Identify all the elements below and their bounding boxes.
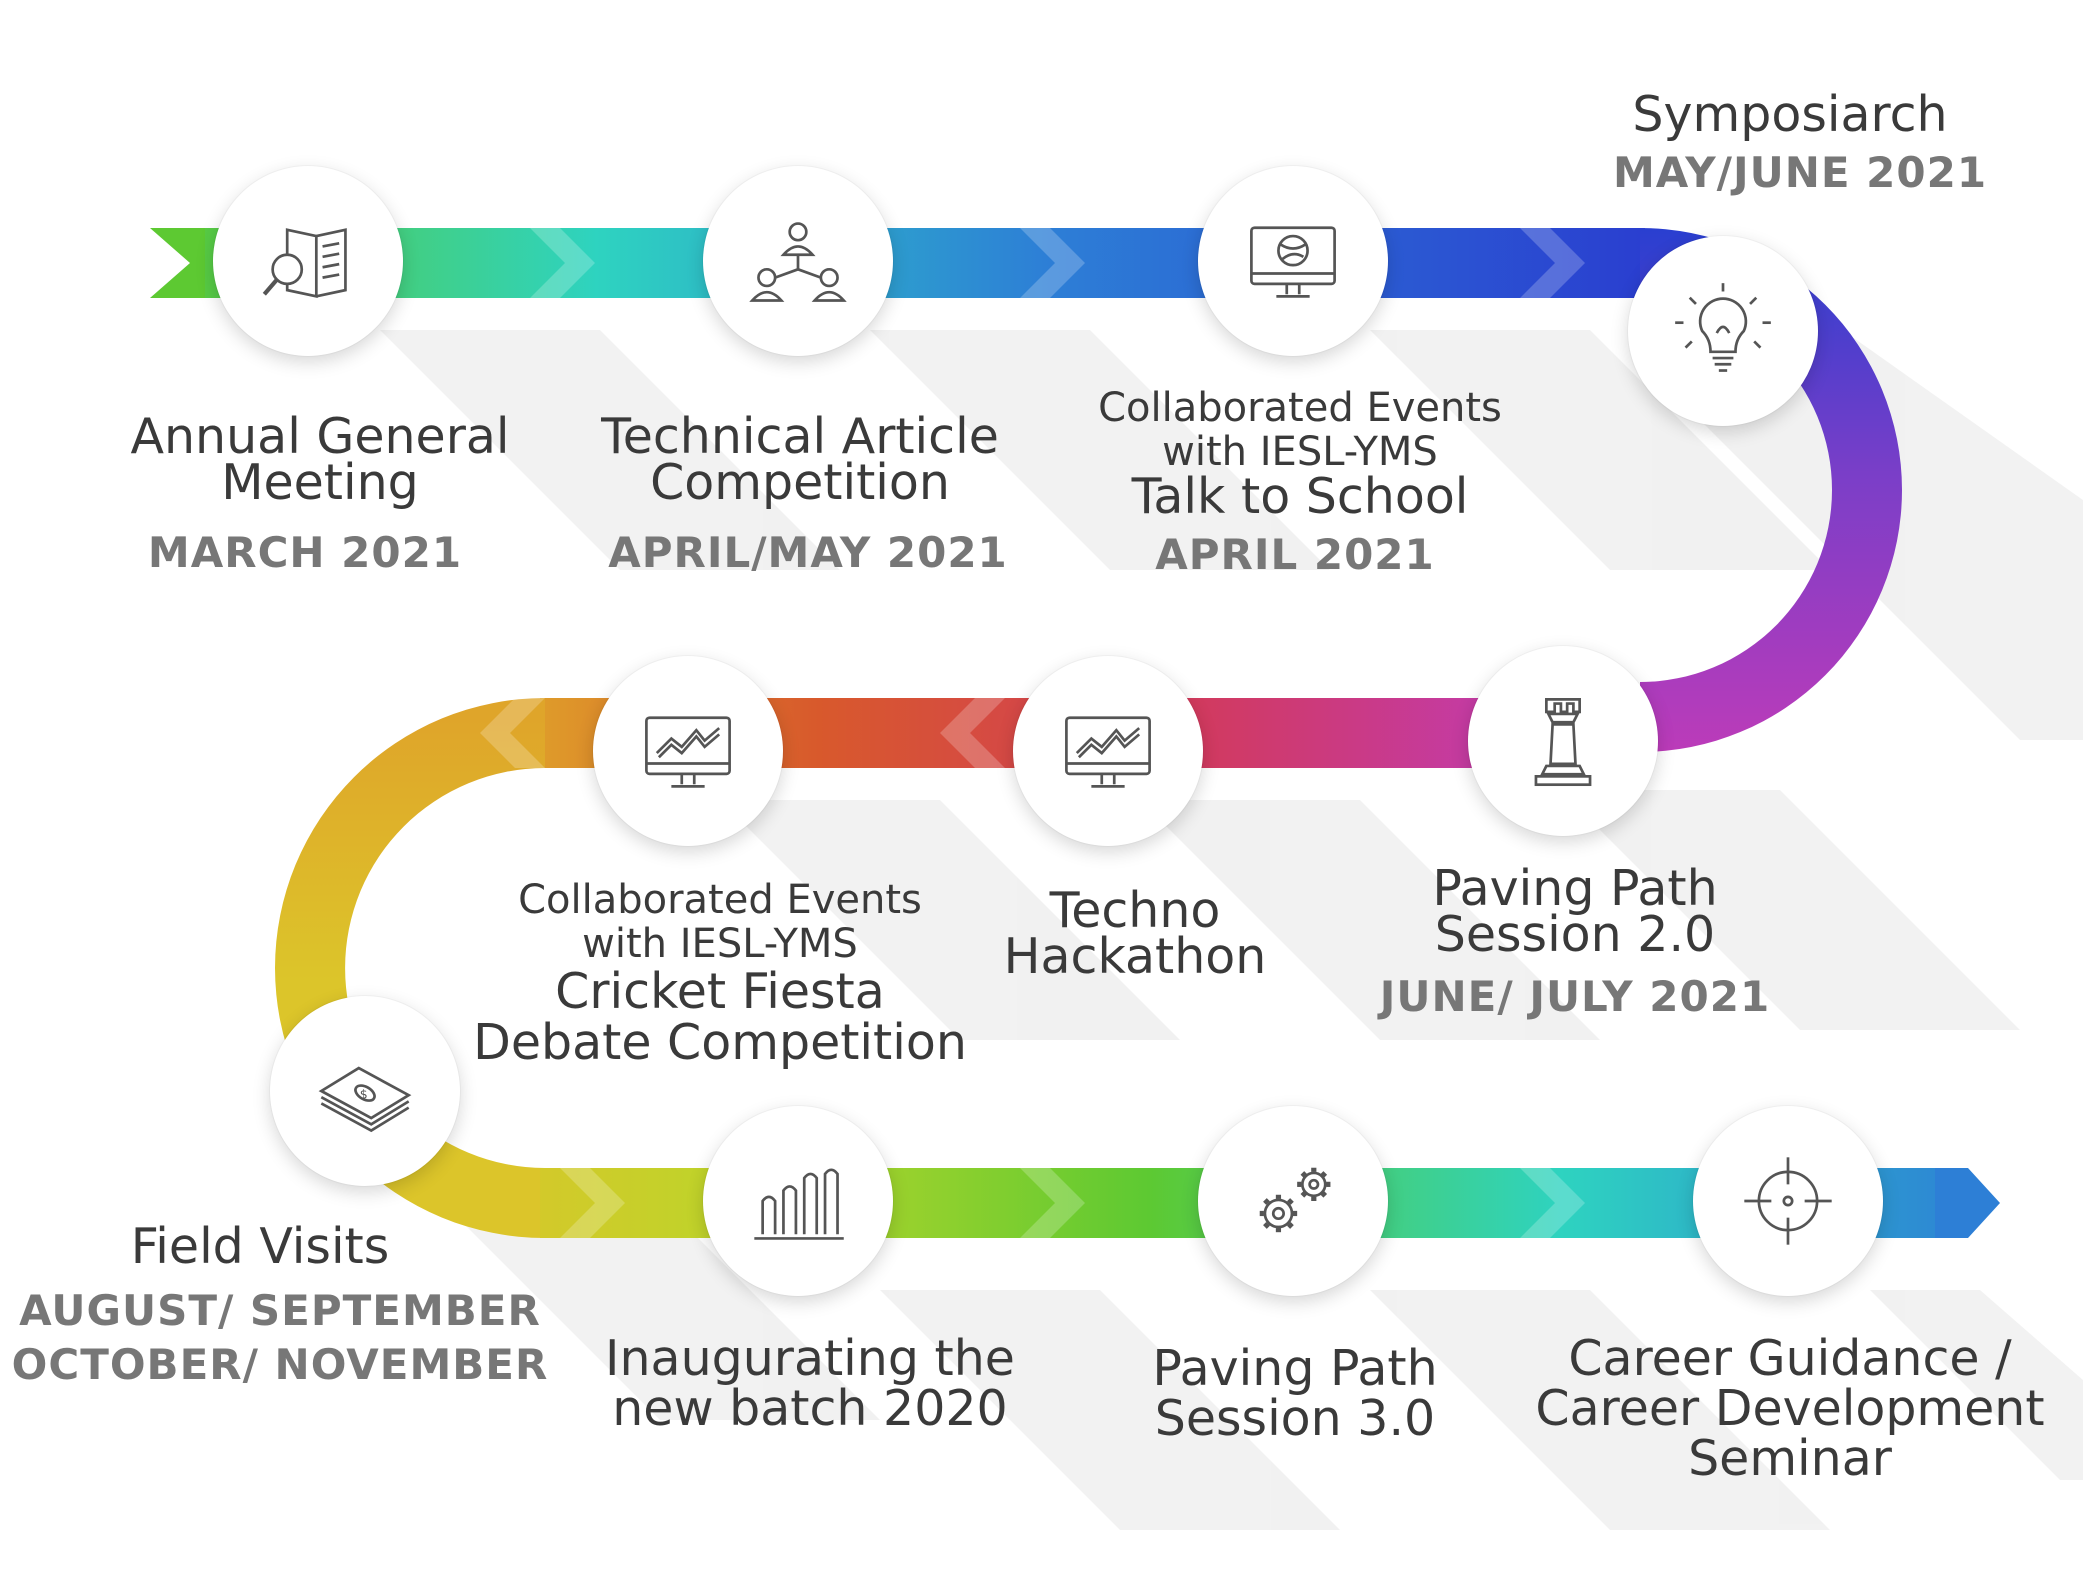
node-talk-to-school <box>1198 166 1388 356</box>
label-technical-article-competition: Technical Article Competition APRIL/MAY … <box>585 408 1015 578</box>
event-title: Paving Path <box>1432 860 1718 917</box>
end-arrow <box>1935 1168 2000 1238</box>
event-title: Annual General <box>130 408 510 465</box>
label-techno-hackathon: Techno Hackathon <box>935 882 1335 985</box>
node-career-guidance <box>1693 1106 1883 1296</box>
event-title: Talk to School <box>1131 468 1469 525</box>
event-title: Career Development <box>1535 1380 2045 1437</box>
monitor-globe-icon <box>1250 226 1336 298</box>
start-arrow <box>150 228 208 298</box>
event-subtitle: Collaborated Events <box>1098 385 1502 431</box>
event-title: Seminar <box>1688 1430 1892 1487</box>
label-paving-path-2: Paving Path Session 2.0 JUNE/ JULY 2021 <box>1360 860 1790 1022</box>
team-network-icon <box>749 222 847 302</box>
node-field-visits: $ <box>270 996 460 1186</box>
svg-text:$: $ <box>360 1086 368 1101</box>
event-title: Field Visits <box>130 1218 390 1275</box>
label-talk-to-school: Collaborated Events with IESL-YMS Talk t… <box>1080 386 1520 580</box>
event-subtitle: with IESL-YMS <box>582 921 858 967</box>
event-date: OCTOBER/ NOVEMBER <box>11 1340 549 1389</box>
node-cricket-debate <box>593 656 783 846</box>
event-title: Meeting <box>221 454 419 511</box>
event-date: MAY/JUNE 2021 <box>1612 148 1988 197</box>
event-subtitle: Collaborated Events <box>518 877 922 923</box>
event-title: Paving Path <box>1152 1340 1438 1397</box>
label-paving-path-3: Paving Path Session 3.0 <box>1090 1344 1500 1444</box>
monitor-chart-icon <box>645 716 731 788</box>
event-title: Symposiarch <box>1632 86 1948 143</box>
label-cricket-debate: Collaborated Events with IESL-YMS Cricke… <box>470 878 970 1068</box>
event-title: Hackathon <box>1003 928 1267 985</box>
event-date: APRIL/MAY 2021 <box>608 528 1008 577</box>
label-inaugurating-batch: Inaugurating the new batch 2020 <box>580 1334 1040 1434</box>
event-title: Competition <box>650 454 950 511</box>
road-curve-right <box>1640 228 1902 752</box>
label-career-guidance: Career Guidance / Career Development Sem… <box>1520 1334 2060 1484</box>
event-title: Inaugurating the <box>605 1330 1015 1387</box>
event-subtitle: with IESL-YMS <box>1162 429 1438 475</box>
event-title: Cricket Fiesta <box>555 963 885 1020</box>
node-paving-path-2 <box>1468 646 1658 836</box>
event-title: Session 3.0 <box>1154 1390 1436 1447</box>
event-date: APRIL 2021 <box>1155 530 1435 579</box>
event-title: Career Guidance / <box>1568 1330 2012 1387</box>
lightbulb-icon <box>1675 283 1771 372</box>
node-techno-hackathon <box>1013 656 1203 846</box>
newspaper-search-icon <box>262 228 347 299</box>
label-annual-general-meeting: Annual General Meeting MARCH 2021 <box>105 408 535 578</box>
event-title: Techno <box>1049 882 1221 939</box>
node-symposiarch <box>1628 236 1818 426</box>
event-title: Session 2.0 <box>1434 906 1716 963</box>
event-date: MARCH 2021 <box>147 528 463 577</box>
target-icon <box>1744 1157 1832 1245</box>
bar-chart-icon <box>754 1168 844 1240</box>
label-symposiarch: Symposiarch MAY/JUNE 2021 <box>1590 90 2010 198</box>
node-technical-article-competition <box>703 166 893 356</box>
event-title: new batch 2020 <box>612 1380 1008 1437</box>
node-annual-general-meeting <box>213 166 403 356</box>
node-paving-path-3 <box>1198 1106 1388 1296</box>
road-row-1 <box>205 228 1645 298</box>
monitor-chart-icon <box>1065 716 1151 788</box>
event-title: Debate Competition <box>473 1014 967 1071</box>
gears-icon <box>1259 1167 1331 1233</box>
road-chevrons <box>480 228 1585 1238</box>
label-field-visits: Field Visits AUGUST/ SEPTEMBER OCTOBER/ … <box>10 1222 550 1390</box>
node-inaugurating-batch <box>703 1106 893 1296</box>
event-date: JUNE/ JULY 2021 <box>1379 972 1771 1021</box>
money-stack-icon: $ <box>318 1066 412 1133</box>
chess-rook-icon <box>1534 698 1592 787</box>
event-date: AUGUST/ SEPTEMBER <box>19 1286 541 1335</box>
event-title: Technical Article <box>601 408 999 465</box>
